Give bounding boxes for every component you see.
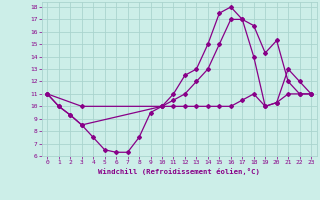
X-axis label: Windchill (Refroidissement éolien,°C): Windchill (Refroidissement éolien,°C) xyxy=(98,168,260,175)
